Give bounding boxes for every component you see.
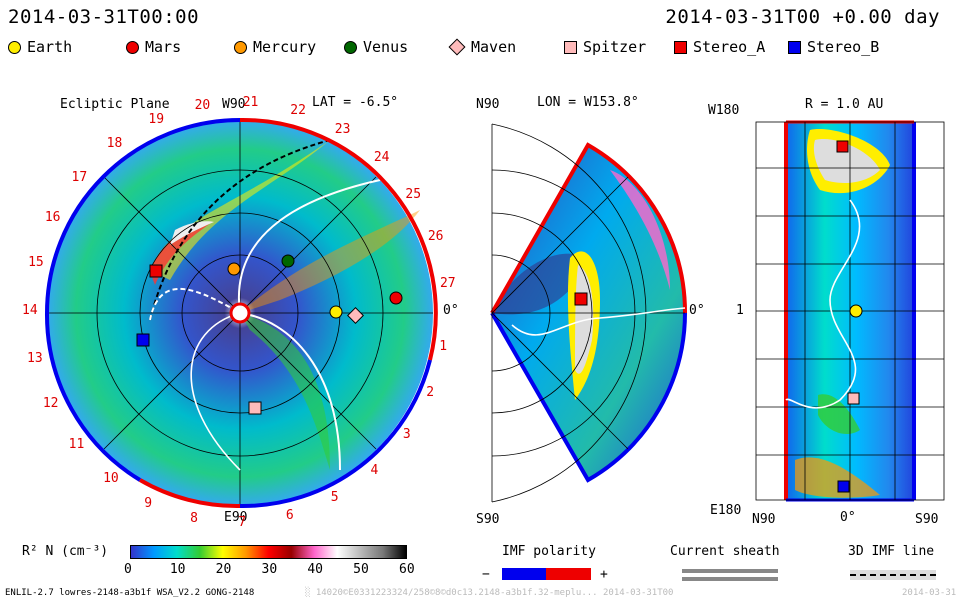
legend-item-mars: Mars — [126, 38, 181, 56]
carrington-number: 23 — [334, 121, 351, 137]
colorbar-tick: 30 — [261, 562, 278, 577]
colorbar-tick: 20 — [215, 562, 232, 577]
legend-item-stereo-b: Stereo_B — [788, 38, 879, 56]
meridional-bottom-left: S90 — [476, 512, 500, 527]
carrington-number: 7 — [238, 514, 247, 530]
square-marker-icon — [788, 40, 801, 54]
current-sheath-line-1 — [682, 569, 778, 573]
body-legend: Earth Mars Mercury Venus Maven Spitzer Stereo_… — [8, 38, 948, 60]
carrington-number: 24 — [373, 150, 390, 166]
radial-x-label-s: S90 — [915, 512, 939, 527]
radial-top-left: W180 — [708, 103, 740, 118]
circle-marker-icon — [344, 40, 357, 54]
carrington-number: 8 — [190, 510, 198, 526]
timestamp: 2014-03-31T00:00 — [8, 6, 200, 28]
square-marker-icon — [564, 40, 577, 54]
legend-item-spitzer: Spitzer — [564, 38, 646, 56]
radial-x-label-0: 0° — [840, 510, 856, 525]
carrington-number: 21 — [242, 95, 259, 111]
carrington-number: 17 — [71, 169, 88, 185]
carrington-number: 19 — [148, 112, 165, 128]
radial-mid-left: 1 — [736, 303, 744, 318]
carrington-number: 22 — [290, 103, 306, 119]
carrington-number: 26 — [427, 229, 444, 245]
carrington-number: 9 — [144, 495, 153, 511]
ecliptic-top-label: W90 — [222, 97, 246, 112]
colorbar-ticks: 0 10 20 30 40 50 60 — [124, 562, 415, 580]
carrington-number: 14 — [22, 302, 38, 318]
legend-label: Stereo_A — [693, 38, 766, 56]
imf-positive-swatch — [546, 568, 591, 580]
carrington-number: 20 — [194, 98, 211, 114]
imf-plus: + — [600, 567, 608, 582]
legend-label: Mars — [145, 38, 182, 56]
meridional-top-left: N90 — [476, 97, 500, 112]
carrington-number: 12 — [42, 396, 59, 412]
colorbar-tick: 0 — [124, 562, 132, 577]
radial-panel — [755, 120, 945, 502]
ecliptic-right-label: 0° — [443, 303, 459, 318]
radial-bottom-left: E180 — [710, 503, 742, 518]
colorbar-tick: 60 — [399, 562, 415, 577]
imf-negative-swatch — [502, 568, 546, 580]
carrington-number: 15 — [28, 254, 44, 270]
carrington-number: 5 — [330, 490, 339, 506]
legend-label: Earth — [27, 38, 73, 56]
ecliptic-panel — [44, 117, 438, 509]
r-label: R = 1.0 AU — [805, 97, 884, 112]
footer-faint-right: 2014-03-31 — [902, 588, 957, 598]
imf-line-title: 3D IMF line — [848, 544, 935, 559]
ecliptic-title: Ecliptic Plane — [60, 97, 170, 112]
footer-faint: ░ 14020©E0331223324/258©8©d0c13.2148-a3b… — [305, 588, 674, 598]
colorbar — [130, 545, 407, 559]
imf-line-dash — [850, 574, 936, 576]
circle-marker-icon — [8, 40, 21, 54]
meridional-panel — [490, 123, 688, 503]
meridional-right-label: 0° — [689, 303, 705, 318]
carrington-number: 3 — [402, 427, 411, 443]
carrington-number: 6 — [285, 507, 294, 523]
carrington-numbers: 1 2 3 4 5 6 7 8 9 10 11 12 13 14 15 16 17 18 19 20 21 22 23 24 2… — [0, 0, 480, 530]
current-sheath-title: Current sheath — [670, 544, 780, 559]
square-marker-icon — [674, 40, 687, 54]
colorbar-tick: 50 — [353, 562, 369, 577]
lon-label: LON = W153.8° — [537, 95, 639, 110]
legend-label: Maven — [471, 38, 517, 56]
colorbar-label: R² N (cm⁻³) — [22, 544, 109, 559]
circle-marker-icon — [234, 40, 247, 54]
current-sheath-line-2 — [682, 577, 778, 581]
carrington-number: 2 — [426, 384, 435, 400]
colorbar-tick: 40 — [307, 562, 323, 577]
imf-title: IMF polarity — [502, 544, 596, 559]
carrington-number: 13 — [27, 350, 43, 366]
circle-marker-icon — [126, 40, 139, 54]
radial-x-label-n: N90 — [752, 512, 776, 527]
carrington-number: 18 — [106, 136, 123, 152]
carrington-number: 11 — [68, 437, 85, 452]
legend-label: Spitzer — [583, 38, 647, 56]
carrington-number: 4 — [370, 462, 379, 478]
colorbar-tick: 10 — [169, 562, 186, 577]
carrington-number: 1 — [439, 338, 448, 354]
imf-minus: − — [482, 567, 490, 582]
carrington-number: 27 — [439, 275, 456, 291]
carrington-number: 16 — [44, 209, 61, 225]
legend-label: Venus — [363, 38, 409, 56]
legend-label: Stereo_B — [807, 38, 880, 56]
model-info: ENLIL-2.7 lowres-2148-a3b1f WSA_V2.2 GON… — [5, 588, 255, 598]
carrington-number: 25 — [405, 186, 422, 202]
legend-item-earth: Earth — [8, 38, 72, 56]
legend-item-venus: Venus — [344, 38, 408, 56]
legend-item-mercury: Mercury — [234, 38, 316, 56]
ecliptic-bottom-label: E90 — [224, 510, 248, 525]
legend-label: Mercury — [253, 38, 317, 56]
legend-item-stereo-a: Stereo_A — [674, 38, 765, 56]
carrington-number: 10 — [103, 470, 119, 486]
lat-label: LAT = -6.5° — [312, 95, 399, 110]
time-offset: 2014-03-31T00 +0.00 day — [665, 6, 940, 28]
legend-item-maven: Maven — [448, 38, 516, 56]
